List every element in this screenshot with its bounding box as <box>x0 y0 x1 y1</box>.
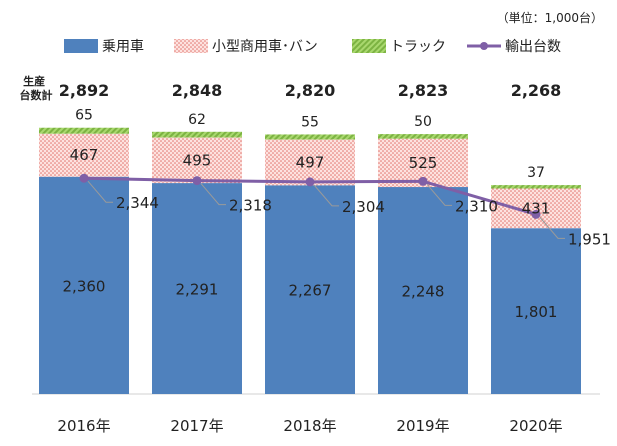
label-light-commercial-1: 495 <box>183 151 212 169</box>
export-marker-4 <box>531 209 541 219</box>
label-export-3: 2,310 <box>455 197 498 215</box>
bar-truck-2 <box>265 134 355 140</box>
category-label-0: 2016年 <box>57 417 110 435</box>
label-passenger-1: 2,291 <box>176 281 219 299</box>
legend-label-passenger: 乗用車 <box>102 38 144 55</box>
label-export-4: 1,951 <box>568 230 611 248</box>
label-light-commercial-0: 467 <box>70 146 99 164</box>
total-label: 生産 台数計 <box>20 74 53 102</box>
export-connector-3 <box>426 183 452 206</box>
bar-passenger-3 <box>378 187 468 394</box>
label-truck-3: 50 <box>414 114 432 130</box>
category-label-3: 2019年 <box>396 417 449 435</box>
legend-item-light-commercial: 小型商用車･バン <box>174 38 318 55</box>
label-total-3: 2,823 <box>398 81 449 100</box>
export-marker-0 <box>79 173 89 183</box>
legend: 乗用車 小型商用車･バン トラック 輸出台数 <box>64 38 561 55</box>
legend-marker-export <box>480 42 488 50</box>
bar-passenger-4 <box>491 228 581 394</box>
legend-label-export: 輸出台数 <box>505 39 561 55</box>
export-connector-4 <box>539 217 565 239</box>
label-light-commercial-2: 497 <box>296 153 325 171</box>
export-connector-0 <box>87 180 113 203</box>
label-truck-0: 65 <box>75 108 93 124</box>
label-export-0: 2,344 <box>116 194 159 212</box>
bar-truck-0 <box>39 127 129 134</box>
legend-label-light-commercial: 小型商用車･バン <box>212 38 318 55</box>
bars <box>39 127 581 394</box>
label-total-0: 2,892 <box>59 81 110 100</box>
label-passenger-4: 1,801 <box>515 303 558 321</box>
legend-swatch-light-commercial <box>174 39 208 53</box>
bar-light-commercial-0 <box>39 133 129 177</box>
label-total-4: 2,268 <box>511 81 562 100</box>
label-light-commercial-3: 525 <box>409 154 438 172</box>
bar-truck-1 <box>152 131 242 138</box>
category-label-4: 2020年 <box>509 417 562 435</box>
label-passenger-3: 2,248 <box>402 283 445 301</box>
label-export-2: 2,304 <box>342 198 385 216</box>
label-truck-2: 55 <box>301 114 319 130</box>
label-total-2: 2,820 <box>285 81 336 100</box>
export-line-layer <box>79 173 541 219</box>
bar-truck-4 <box>491 185 581 189</box>
legend-item-truck: トラック <box>352 39 446 55</box>
label-truck-1: 62 <box>188 112 206 128</box>
label-connectors <box>87 180 565 239</box>
data-labels: 2,360 467 65 2,892 2016年 2,291 495 62 2,848 2017年… <box>57 81 611 435</box>
export-marker-3 <box>418 176 428 186</box>
export-marker-1 <box>192 176 202 186</box>
export-marker-2 <box>305 177 315 187</box>
bar-truck-3 <box>378 134 468 139</box>
bar-passenger-1 <box>152 183 242 394</box>
label-truck-4: 37 <box>527 165 545 181</box>
category-label-1: 2017年 <box>170 417 223 435</box>
legend-swatch-truck <box>352 39 386 53</box>
category-label-2: 2018年 <box>283 417 336 435</box>
export-connector-2 <box>313 184 339 207</box>
total-label-line-1: 生産 <box>23 74 45 88</box>
bar-light-commercial-4 <box>491 188 581 229</box>
label-export-1: 2,318 <box>229 197 272 215</box>
bar-passenger-0 <box>39 176 129 394</box>
label-passenger-2: 2,267 <box>289 282 332 300</box>
unit-note: （単位：1,000台） <box>497 10 603 25</box>
legend-item-passenger: 乗用車 <box>64 38 144 55</box>
bar-passenger-2 <box>265 185 355 394</box>
label-light-commercial-4: 431 <box>522 199 551 217</box>
legend-swatch-passenger <box>64 39 98 53</box>
label-passenger-0: 2,360 <box>63 277 106 295</box>
export-connector-1 <box>200 183 226 206</box>
legend-label-truck: トラック <box>390 39 446 55</box>
bar-light-commercial-1 <box>152 137 242 184</box>
total-label-line-2: 台数計 <box>20 88 53 102</box>
legend-item-export: 輸出台数 <box>467 39 561 55</box>
label-total-1: 2,848 <box>172 81 223 100</box>
